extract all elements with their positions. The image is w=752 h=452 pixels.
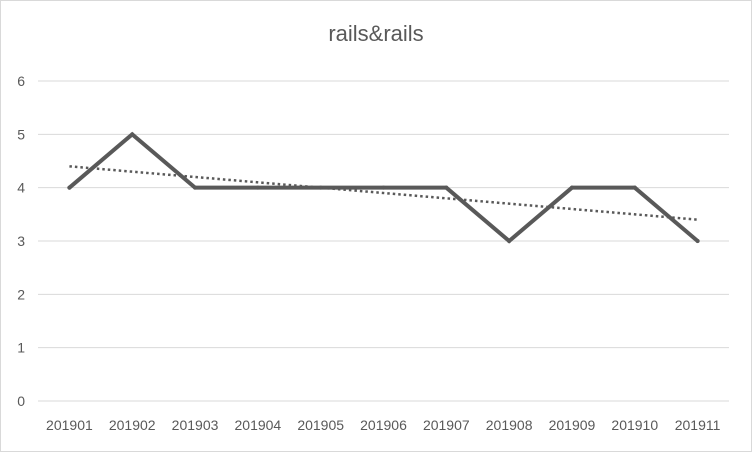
x-tick-label: 201904 [235,417,282,433]
series-layer [67,131,700,244]
x-tick-label: 201907 [423,417,470,433]
data-point [318,185,323,190]
y-tick-label: 5 [17,126,25,142]
y-tick-label: 4 [17,180,25,196]
x-tick-label: 201901 [46,417,93,433]
x-tick-label: 201905 [297,417,344,433]
data-point [193,185,198,190]
y-tick-label: 6 [17,73,25,89]
x-tick-label: 201902 [109,417,156,433]
data-point [67,185,72,190]
y-tick-label: 2 [17,286,25,302]
y-tick-label: 1 [17,340,25,356]
x-axis-ticks: 201901 201902 201903 201904 201905 201906 2019… [46,417,721,433]
y-tick-label: 0 [17,393,25,409]
x-tick-label: 201903 [172,417,219,433]
x-tick-label: 201911 [675,417,721,433]
data-point [507,239,512,243]
x-tick-label: 201909 [549,417,596,433]
x-tick-label: 201906 [360,417,407,433]
x-tick-label: 201910 [611,417,658,433]
y-tick-label: 3 [17,233,25,249]
gridlines [38,80,729,402]
trendline-layer [69,165,698,221]
y-axis-ticks: 0 1 2 3 4 5 6 [17,73,25,409]
data-point [569,185,574,190]
data-point [444,185,449,190]
data-point [632,185,637,190]
data-point [255,185,260,190]
trendline [69,165,698,221]
data-point [130,132,135,137]
data-point [695,239,700,243]
x-tick-label: 201908 [486,417,533,433]
data-point [381,185,386,190]
chart-title: rails&rails [328,21,424,46]
